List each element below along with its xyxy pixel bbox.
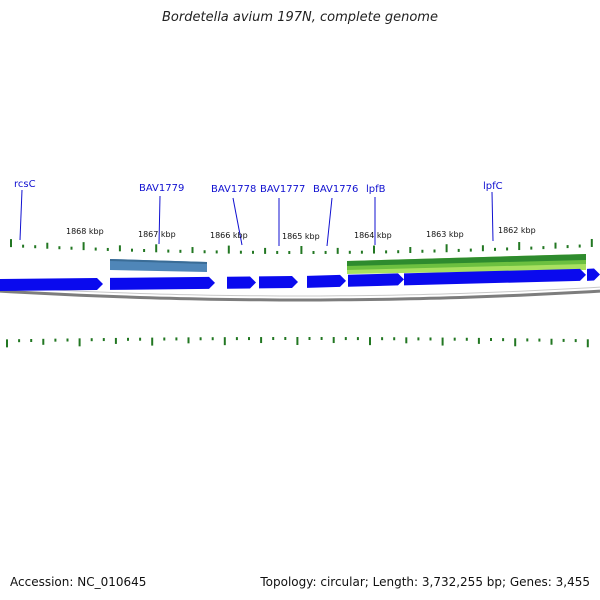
gene-label: rcsC [14, 179, 36, 190]
tick-labels: 1868 kbp 1867 kbp 1866 kbp 1865 kbp 1864 kbp… [66, 226, 536, 241]
gene-arrow [587, 268, 600, 281]
gene-arrow [307, 274, 346, 288]
tick-label: 1868 kbp [66, 227, 104, 236]
backbone-line [0, 289, 600, 302]
gene-track [0, 268, 600, 291]
map-title: Bordetella avium 197N, complete genome [162, 10, 438, 25]
gene-arrow [227, 276, 256, 289]
gene-arrow [110, 276, 215, 290]
tick-label: 1864 kbp [354, 231, 392, 240]
tick-label: 1865 kbp [282, 232, 320, 241]
gene-arrow [259, 276, 298, 289]
label-leader-line [491, 191, 494, 242]
label-leader-line [19, 189, 23, 241]
gene-arrow [0, 277, 103, 291]
genome-backbone [0, 286, 600, 302]
genome-summary-text: Topology: circular; Length: 3,732,255 bp… [260, 575, 590, 589]
label-leader-line [326, 197, 333, 247]
gene-label: BAV1779 [139, 183, 184, 194]
label-leader-line [232, 197, 243, 246]
gene-label: BAV1778 [211, 184, 256, 195]
feature-bar-blue-edge [110, 259, 207, 264]
outer-tick-ring [10, 238, 593, 254]
inner-tick-ring [6, 337, 589, 348]
gene-label: lpfC [483, 181, 503, 192]
feature-track [110, 254, 586, 274]
tick-label: 1863 kbp [426, 230, 464, 239]
gene-label: BAV1777 [260, 184, 305, 195]
gene-label: lpfB [366, 184, 386, 195]
gene-arrow [404, 268, 586, 286]
gene-labels: rcsC BAV1779 BAV1778 BAV1777 BAV1776 lpfB lpfC [14, 179, 503, 195]
tick-label: 1866 kbp [210, 231, 248, 240]
gene-arrow [348, 273, 404, 287]
label-leader-line [158, 195, 161, 245]
backbone-inner-line [0, 286, 600, 297]
feature-bar-green-mid [347, 260, 586, 270]
accession-text: Accession: NC_010645 [10, 575, 147, 589]
label-leaders [19, 189, 494, 247]
gene-label: BAV1776 [313, 184, 358, 195]
tick-label: 1867 kbp [138, 230, 176, 239]
tick-label: 1862 kbp [498, 226, 536, 235]
